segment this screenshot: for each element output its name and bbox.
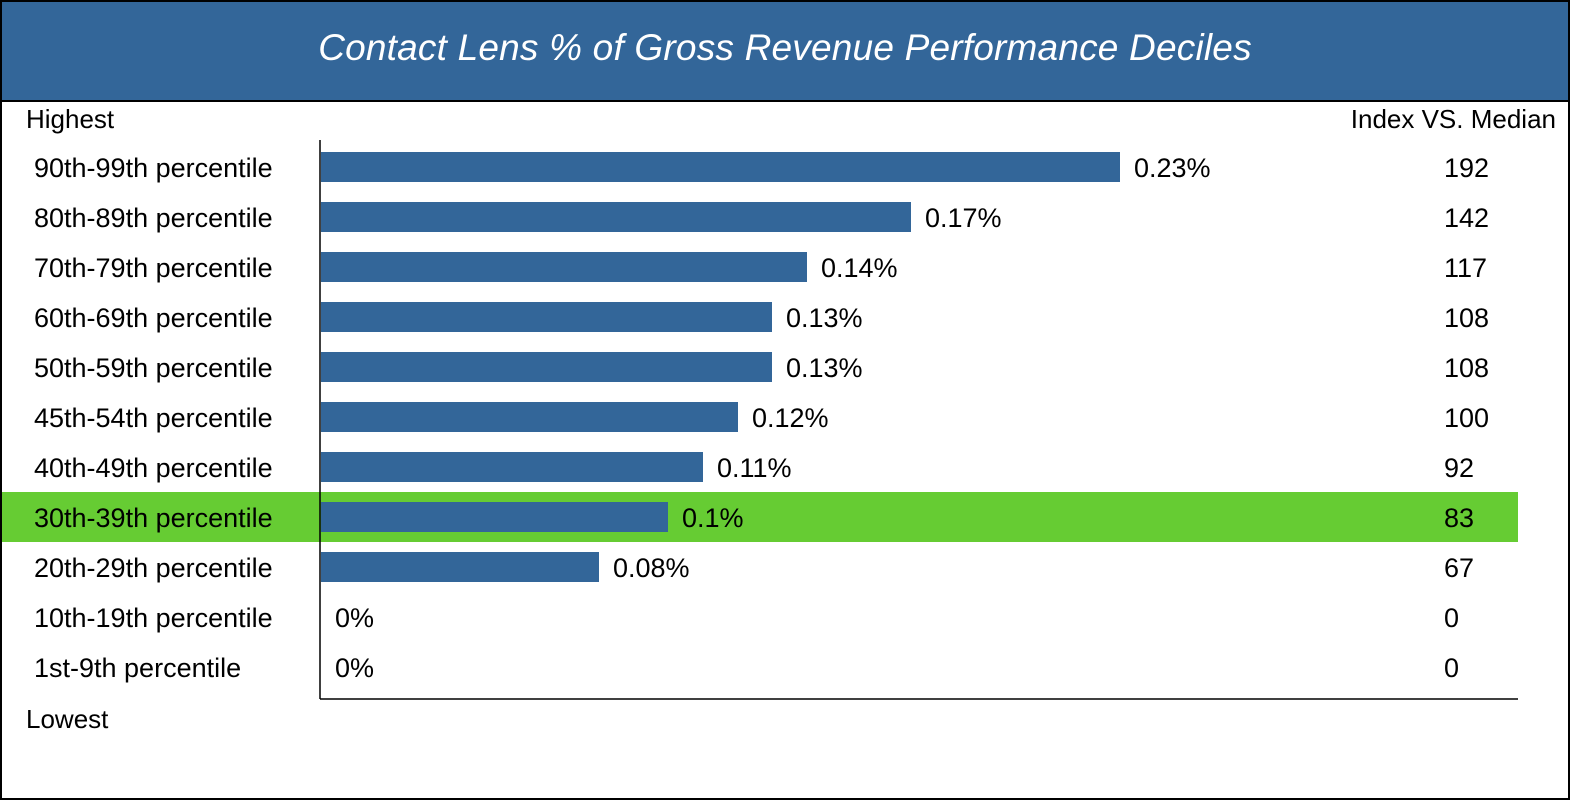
index-value: 83 (1444, 503, 1474, 533)
highest-label: Highest (26, 104, 115, 134)
bar (321, 152, 1120, 182)
value-label: 0% (335, 603, 374, 633)
bar (321, 302, 772, 332)
category-label: 90th-99th percentile (34, 153, 273, 183)
index-value: 108 (1444, 353, 1489, 383)
lowest-label: Lowest (26, 704, 109, 734)
value-label: 0.1% (682, 503, 744, 533)
index-value: 192 (1444, 153, 1489, 183)
chart-title: Contact Lens % of Gross Revenue Performa… (318, 27, 1252, 68)
value-label: 0.11% (717, 453, 792, 483)
category-label: 45th-54th percentile (34, 403, 273, 433)
category-label: 1st-9th percentile (34, 653, 241, 683)
index-value: 142 (1444, 203, 1489, 233)
index-value: 117 (1444, 253, 1487, 283)
category-label: 40th-49th percentile (34, 453, 273, 483)
category-label: 10th-19th percentile (34, 603, 273, 633)
category-label: 20th-29th percentile (34, 553, 273, 583)
title-bar: Contact Lens % of Gross Revenue Performa… (2, 2, 1568, 102)
index-value: 0 (1444, 603, 1459, 633)
highlight-band (2, 492, 1518, 542)
category-label: 80th-89th percentile (34, 203, 273, 233)
index-value: 108 (1444, 303, 1489, 333)
index-value: 100 (1444, 403, 1489, 433)
bar (321, 502, 668, 532)
bar (321, 452, 703, 482)
value-label: 0.13% (786, 303, 863, 333)
bar (321, 202, 911, 232)
index-value: 0 (1444, 653, 1459, 683)
value-label: 0.08% (613, 553, 690, 583)
value-label: 0.12% (752, 403, 829, 433)
category-label: 70th-79th percentile (34, 253, 273, 283)
category-label: 50th-59th percentile (34, 353, 273, 383)
value-label: 0.13% (786, 353, 863, 383)
category-label: 30th-39th percentile (34, 503, 273, 533)
bar (321, 252, 807, 282)
category-label: 60th-69th percentile (34, 303, 273, 333)
bar (321, 402, 738, 432)
value-label: 0% (335, 653, 374, 683)
index-header: Index VS. Median (1350, 104, 1556, 134)
value-label: 0.17% (925, 203, 1002, 233)
value-label: 0.23% (1134, 153, 1211, 183)
bar (321, 352, 772, 382)
bar (321, 552, 599, 582)
index-value: 92 (1444, 453, 1474, 483)
index-value: 67 (1444, 553, 1474, 583)
value-label: 0.14% (821, 253, 898, 283)
